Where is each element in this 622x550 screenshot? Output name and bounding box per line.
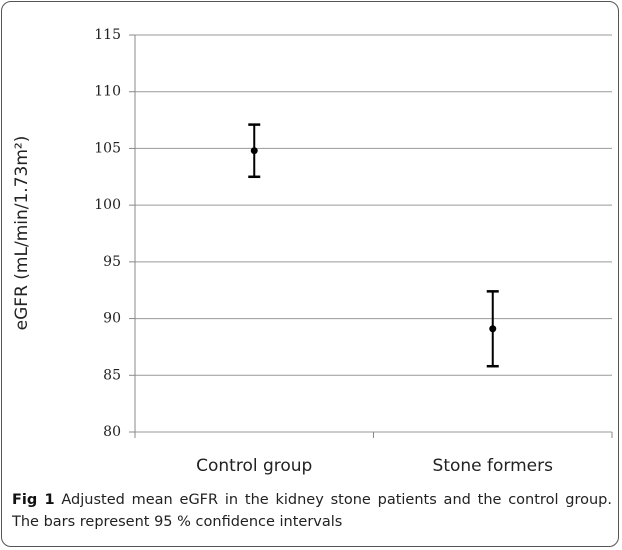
y-tick-label: 90 [103, 311, 121, 327]
caption-text: Adjusted mean eGFR in the kidney stone p… [12, 492, 612, 530]
y-tick-label: 80 [103, 424, 121, 440]
x-tick-label: Control group [196, 456, 312, 476]
y-tick-label: 100 [94, 197, 121, 213]
y-tick-label: 85 [103, 367, 121, 383]
y-tick-label: 110 [94, 84, 121, 100]
y-tick-label: 105 [94, 140, 121, 156]
caption: Fig 1 Adjusted mean eGFR in the kidney s… [12, 489, 612, 533]
y-tick-label: 115 [94, 27, 121, 43]
x-tick-label: Stone formers [433, 456, 554, 476]
y-tick-label: 95 [103, 254, 121, 270]
caption-label: Fig 1 [12, 492, 55, 508]
point [489, 325, 497, 333]
chart: eGFR (mL/min/1.73m²) 80 85 90 95 100 105 110 11… [12, 27, 613, 476]
point [250, 147, 258, 155]
y-axis-label: eGFR (mL/min/1.73m²) [12, 136, 32, 331]
